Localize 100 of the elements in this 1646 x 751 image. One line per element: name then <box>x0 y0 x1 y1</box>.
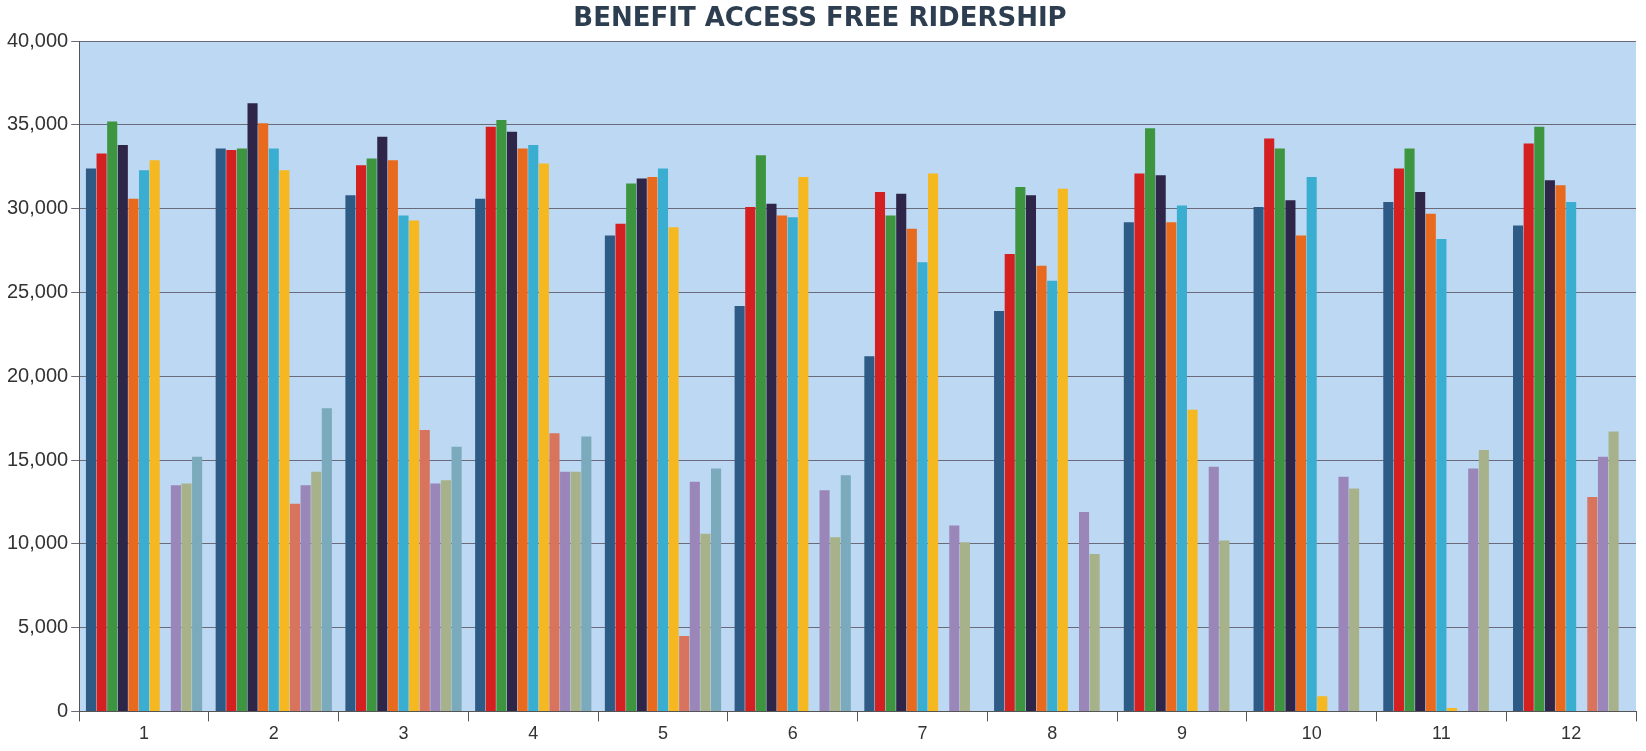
bar <box>766 203 777 711</box>
bar <box>1446 708 1458 711</box>
bar <box>560 471 571 711</box>
bar <box>1285 200 1296 711</box>
bar <box>1166 222 1177 711</box>
bar <box>1155 175 1166 711</box>
bar <box>311 471 322 711</box>
bar <box>430 483 441 711</box>
bar <box>451 446 462 711</box>
bar <box>107 121 118 711</box>
bar <box>581 436 592 711</box>
bar <box>1004 253 1015 711</box>
bar <box>226 150 237 711</box>
bar <box>528 145 539 711</box>
bar <box>258 123 269 711</box>
bar <box>192 456 203 711</box>
bar <box>874 192 886 711</box>
bar <box>1036 265 1047 711</box>
x-tick-label: 4 <box>528 723 539 744</box>
bar <box>711 468 722 711</box>
bar <box>128 198 139 711</box>
bar <box>787 217 798 711</box>
bar <box>1566 202 1577 711</box>
bar <box>1608 431 1619 711</box>
y-tick-label: 25,000 <box>7 280 69 303</box>
bar <box>604 235 615 711</box>
bar <box>356 165 367 711</box>
bar <box>928 173 939 711</box>
bar <box>570 471 581 711</box>
bar <box>1436 238 1447 711</box>
bar <box>170 485 181 711</box>
bar <box>1415 192 1426 711</box>
bar <box>1317 696 1328 711</box>
x-tick-label: 10 <box>1301 723 1322 744</box>
bar <box>1089 553 1100 711</box>
bar <box>247 103 258 711</box>
bar <box>1513 225 1524 711</box>
bar <box>1404 148 1415 711</box>
bar <box>366 158 377 711</box>
bar <box>321 408 332 711</box>
bar <box>1219 540 1230 711</box>
bar <box>496 119 507 711</box>
bar <box>1025 195 1036 711</box>
bar <box>485 126 496 711</box>
bar <box>517 148 528 711</box>
bar <box>679 636 690 711</box>
bar <box>1338 476 1349 711</box>
bar <box>1253 207 1264 711</box>
bar <box>215 148 226 711</box>
y-tick-label: 15,000 <box>7 447 69 470</box>
bar <box>549 433 560 711</box>
bar <box>1383 202 1394 711</box>
y-tick-label: 40,000 <box>7 28 69 51</box>
bar <box>1078 512 1090 711</box>
bar <box>345 195 356 711</box>
bar <box>289 503 301 711</box>
bar <box>917 262 928 711</box>
bar <box>377 136 388 711</box>
bar <box>475 198 486 711</box>
bar <box>149 160 160 711</box>
bar <box>668 227 679 711</box>
bar <box>409 220 420 711</box>
bar <box>117 145 128 711</box>
bar <box>636 178 647 711</box>
bar <box>440 480 452 711</box>
bar <box>734 305 745 711</box>
bar <box>1264 138 1275 711</box>
x-tick-label: 8 <box>1047 723 1058 744</box>
bar <box>906 228 917 711</box>
x-tick-label: 11 <box>1432 723 1451 744</box>
bar <box>777 215 788 711</box>
bar <box>1306 176 1317 711</box>
bar <box>896 193 907 711</box>
bar <box>387 160 398 711</box>
bar <box>538 163 549 711</box>
bar <box>798 176 809 711</box>
bar <box>279 170 290 711</box>
bar <box>1274 148 1285 711</box>
bar <box>1047 280 1058 711</box>
bar <box>819 490 830 711</box>
bar <box>139 170 150 711</box>
bar <box>1597 456 1609 711</box>
bar <box>1425 213 1436 711</box>
bar <box>1015 186 1026 711</box>
bar <box>1393 168 1404 711</box>
bar <box>615 223 626 711</box>
bar <box>949 525 960 711</box>
bar <box>96 153 107 711</box>
bar <box>268 148 279 711</box>
bar <box>755 155 766 711</box>
bar <box>300 485 311 711</box>
bar <box>864 356 875 711</box>
bar <box>1544 180 1555 711</box>
bar <box>398 215 409 711</box>
y-tick-label: 30,000 <box>7 196 69 219</box>
bar <box>1176 205 1187 711</box>
bar <box>1523 143 1534 711</box>
bar <box>700 533 711 711</box>
bar <box>657 168 669 711</box>
bar <box>1145 128 1156 711</box>
